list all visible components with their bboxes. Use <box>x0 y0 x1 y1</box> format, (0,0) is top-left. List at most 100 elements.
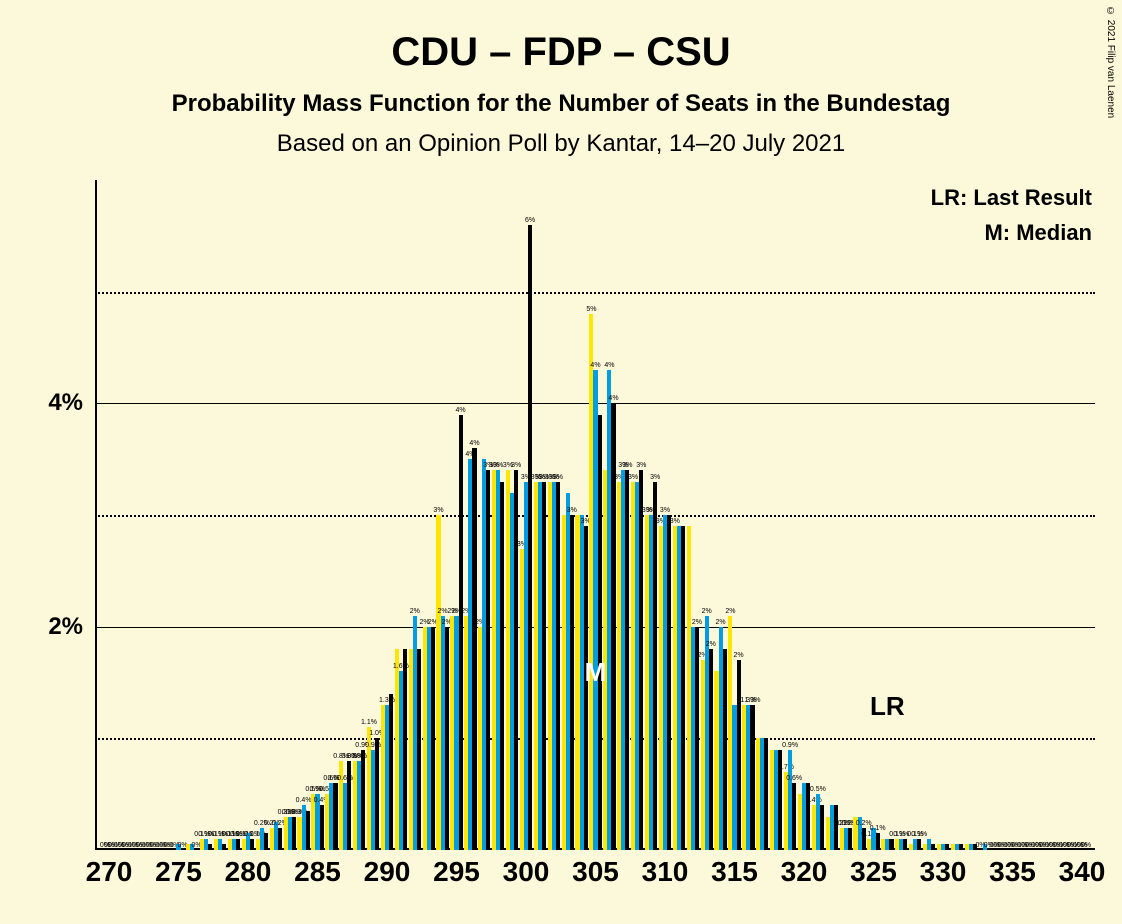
bar-group: 0.1%0.1% <box>867 828 879 850</box>
chart-subtitle-2: Based on an Opinion Poll by Kantar, 14–2… <box>0 130 1122 158</box>
bar-group: 2%4%4% <box>464 448 476 850</box>
y-tick-label: 2% <box>23 613 83 641</box>
bar-value-label: 4% <box>604 362 614 370</box>
bar-black <box>389 694 393 850</box>
bar-black: 2% <box>737 660 741 850</box>
chart-subtitle: Probability Mass Function for the Number… <box>0 90 1122 118</box>
x-tick-label: 270 <box>86 850 133 888</box>
x-tick-label: 285 <box>294 850 341 888</box>
bar-value-label: 3% <box>670 518 680 526</box>
bar-group: 3%3% <box>492 470 504 850</box>
bar-value-label: 0.6% <box>786 775 802 783</box>
bar-black: 3% <box>625 470 629 850</box>
bar-group: 5%4% <box>589 314 601 850</box>
bar-group: 2% <box>409 616 421 851</box>
bar-group: 2% <box>687 526 699 850</box>
bar-value-label: 3% <box>553 474 563 482</box>
bar-group: 2%3% <box>478 459 490 850</box>
y-tick-label: 4% <box>23 389 83 417</box>
bar-value-label: 5% <box>586 306 596 314</box>
bar-black: 6% <box>528 225 532 850</box>
bar-black <box>500 482 504 851</box>
bar-group: 2%2%4% <box>450 415 462 851</box>
bar-black <box>667 515 671 850</box>
bar-black: 1.0% <box>375 738 379 850</box>
x-tick-label: 280 <box>225 850 272 888</box>
bar-value-label: 0.5% <box>810 786 826 794</box>
bar-black: 2% <box>431 627 435 850</box>
x-tick-label: 310 <box>642 850 689 888</box>
bar-black: 0.8% <box>347 761 351 850</box>
bar-group: 1.1%0.9%1.0% <box>367 727 379 850</box>
bar-black <box>208 844 212 850</box>
bar-value-label: 3% <box>433 507 443 515</box>
bar-black: 2% <box>445 627 449 850</box>
bar-group: 0.1%0.1%0.1% <box>228 839 240 850</box>
bar-group: 3%3% <box>506 470 518 850</box>
bar-group: 3%3%6% <box>520 225 532 850</box>
bar-group: 0.4%0.5% <box>812 794 824 850</box>
bar-black: 3% <box>570 515 574 850</box>
bar-group: 0.5%0.6%0.6% <box>325 783 337 850</box>
bar-value-label: 2% <box>702 608 712 616</box>
bar-black: 0.3% <box>292 817 296 851</box>
bar-value-label: 0% <box>1081 842 1091 850</box>
x-tick-label: 340 <box>1059 850 1106 888</box>
bars-container: 0%0%0%0%0%0%0%0%0%0%0%0%0%0%0%0%0%0%0.1%… <box>95 180 1095 850</box>
bar-group <box>756 738 768 850</box>
bar-value-label: 2% <box>725 608 735 616</box>
bar-value-label: 2% <box>410 608 420 616</box>
bar-group <box>881 839 893 850</box>
bar-group: 3% <box>673 526 685 850</box>
x-tick-label: 305 <box>572 850 619 888</box>
bar-group: 0.8%0.6%0.8% <box>339 761 351 850</box>
bar-black <box>764 738 768 850</box>
bar-value-label: 1.1% <box>361 719 377 727</box>
bar-group: 0.5%0.5%0.4% <box>311 794 323 850</box>
bar-group: 2%2%2% <box>701 616 713 851</box>
bar-group: 3%3%3% <box>617 470 629 850</box>
bar-group: 3%2%2% <box>436 515 448 850</box>
bar-black: 0.4% <box>320 805 324 850</box>
x-tick-label: 315 <box>711 850 758 888</box>
x-tick-label: 330 <box>920 850 967 888</box>
bar-value-label: 3% <box>622 462 632 470</box>
bar-group: 0.1%0.1% <box>909 839 921 850</box>
bar-black <box>403 649 407 850</box>
bar-black: 3% <box>653 482 657 851</box>
bar-black: 0.6% <box>333 783 337 850</box>
bar-black: 0.1% <box>876 833 880 850</box>
bar-value-label: 0.1% <box>870 825 886 833</box>
x-tick-label: 275 <box>155 850 202 888</box>
bar-value-label: 3% <box>493 462 503 470</box>
bar-black <box>834 805 838 850</box>
bar-group: 0.7%0.9%0.6% <box>784 750 796 851</box>
bar-value-label: 4% <box>590 362 600 370</box>
bar-value-label: 2% <box>438 608 448 616</box>
bar-group: 0.8%0.8%0.9% <box>353 750 365 851</box>
bar-group: 2% <box>714 627 726 850</box>
bar-value-label: 3% <box>636 462 646 470</box>
bar-black <box>723 649 727 850</box>
bar-black: 0.1% <box>236 839 240 850</box>
bar-group: 3%3%3% <box>645 482 657 851</box>
bar-value-label: 4% <box>469 440 479 448</box>
bar-black: 0.1% <box>250 839 254 850</box>
bar-group: 0.2%0.2% <box>270 822 282 850</box>
bar-black: 0.2% <box>848 828 852 850</box>
bar-black: 4% <box>611 403 615 850</box>
bar-black: 1.3% <box>750 705 754 850</box>
bar-black: 0.2% <box>278 828 282 850</box>
x-tick-label: 295 <box>433 850 480 888</box>
bar-black: 0.9% <box>361 750 365 851</box>
bar-black: 0.6% <box>792 783 796 850</box>
bar-black: 3% <box>514 470 518 850</box>
bar-value-label: 0.1% <box>911 831 927 839</box>
bar-group: 0.1%0.1% <box>895 839 907 850</box>
bar-group: 0.1%0.1% <box>214 839 226 850</box>
bar-black <box>598 415 602 851</box>
bar-black: 2% <box>709 649 713 850</box>
bar-black: 4% <box>459 415 463 851</box>
bar-group: 3% <box>562 493 574 850</box>
last-result-marker: LR <box>870 691 905 722</box>
